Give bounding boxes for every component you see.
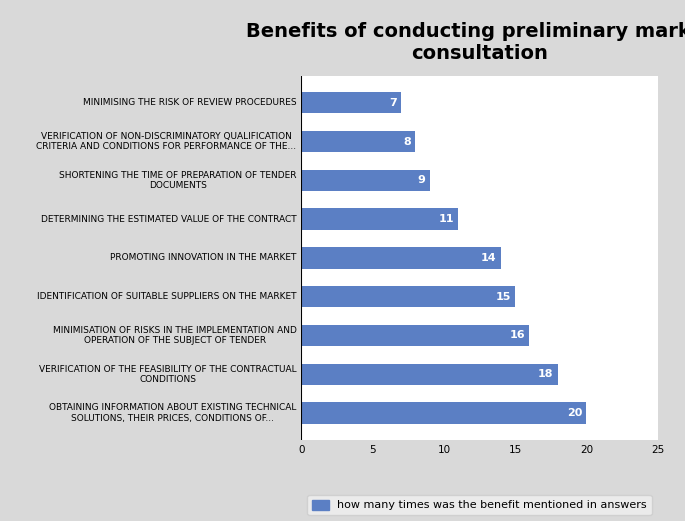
Text: 16: 16 (510, 330, 525, 340)
Bar (301, 92, 401, 114)
Text: 8: 8 (403, 137, 411, 146)
Text: 18: 18 (538, 369, 553, 379)
Bar (301, 170, 429, 191)
Title: Benefits of conducting preliminary market
consultation: Benefits of conducting preliminary marke… (246, 22, 685, 63)
Text: 20: 20 (566, 408, 582, 418)
Bar (301, 131, 415, 152)
Bar (301, 402, 586, 424)
Text: 14: 14 (481, 253, 497, 263)
Bar (301, 247, 501, 268)
Bar (301, 364, 558, 385)
Bar (301, 208, 458, 230)
Legend: how many times was the benefit mentioned in answers: how many times was the benefit mentioned… (308, 495, 651, 515)
Text: 15: 15 (495, 292, 511, 302)
Bar (301, 325, 530, 346)
Text: 9: 9 (417, 176, 425, 185)
Text: 11: 11 (438, 214, 454, 224)
Text: 7: 7 (389, 98, 397, 108)
Bar (301, 286, 515, 307)
